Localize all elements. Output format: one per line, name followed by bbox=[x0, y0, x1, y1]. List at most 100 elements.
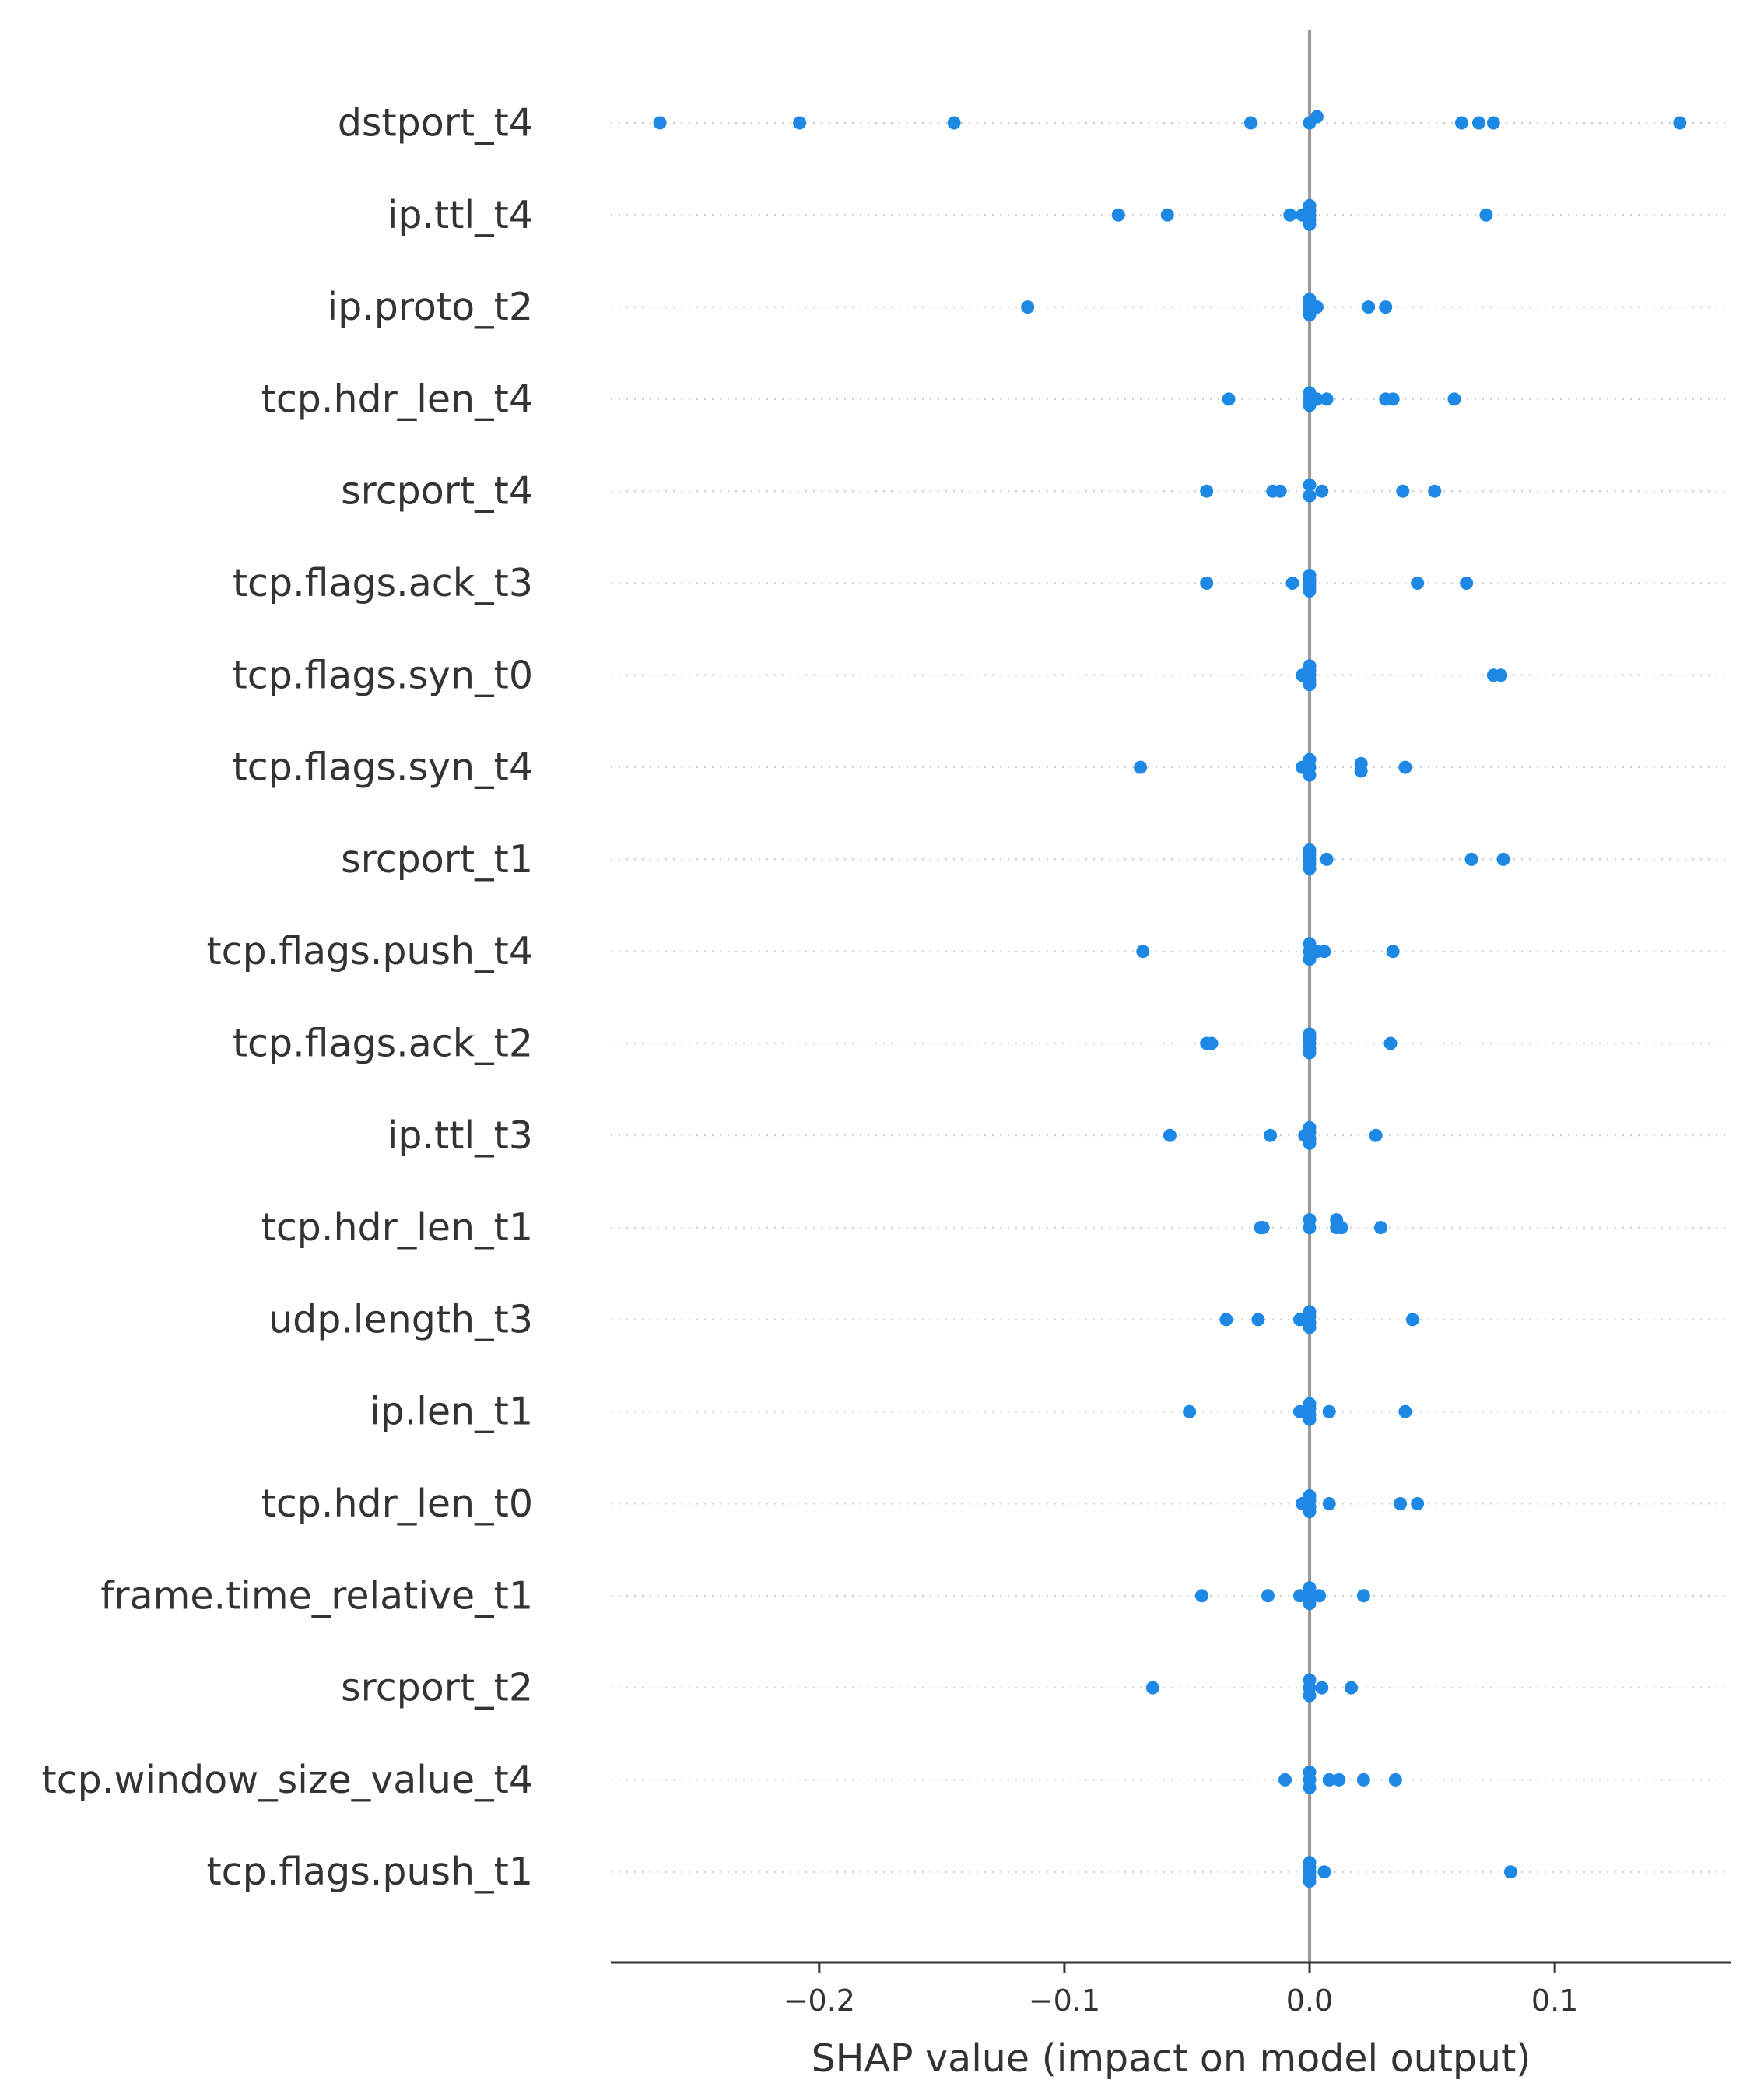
feature-label: srcport_t4 bbox=[341, 469, 533, 514]
data-point bbox=[1200, 484, 1214, 498]
feature-label: dstport_t4 bbox=[338, 101, 533, 146]
x-axis-label: SHAP value (impact on model output) bbox=[812, 2036, 1531, 2081]
feature-label: ip.proto_t2 bbox=[327, 285, 533, 329]
data-point bbox=[1317, 945, 1331, 959]
feature-label: tcp.hdr_len_t0 bbox=[261, 1482, 533, 1526]
data-point bbox=[1303, 1412, 1317, 1426]
feature-labels: dstport_t4 ip.ttl_t4 ip.proto_t2 tcp.hdr_le… bbox=[42, 101, 533, 1895]
data-point bbox=[1405, 1313, 1419, 1327]
data-point bbox=[947, 116, 961, 130]
feature-label: ip.len_t1 bbox=[370, 1390, 533, 1434]
data-point bbox=[1396, 484, 1410, 498]
data-point bbox=[1398, 1404, 1412, 1418]
data-point bbox=[1322, 1773, 1336, 1787]
data-point bbox=[1447, 392, 1461, 406]
data-point bbox=[1317, 1865, 1331, 1879]
data-point bbox=[1486, 116, 1500, 130]
data-point bbox=[1261, 1589, 1275, 1603]
feature-label: tcp.flags.ack_t2 bbox=[233, 1022, 533, 1066]
feature-label: srcport_t1 bbox=[341, 837, 533, 882]
data-point bbox=[1379, 300, 1393, 314]
data-point bbox=[1303, 1136, 1317, 1150]
data-point bbox=[1273, 484, 1287, 498]
data-point bbox=[1373, 1221, 1387, 1235]
feature-label: tcp.flags.ack_t3 bbox=[233, 561, 533, 605]
data-point bbox=[1243, 116, 1257, 130]
data-point bbox=[1256, 1221, 1270, 1235]
data-point bbox=[1460, 577, 1474, 590]
data-point bbox=[1313, 1589, 1327, 1603]
data-point bbox=[1285, 577, 1299, 590]
data-point bbox=[1386, 392, 1400, 406]
data-point bbox=[1369, 1128, 1383, 1142]
data-point bbox=[1292, 1589, 1306, 1603]
data-point bbox=[1345, 1681, 1359, 1695]
data-point bbox=[1163, 1128, 1177, 1142]
data-point bbox=[1111, 208, 1125, 222]
feature-label: srcport_t2 bbox=[341, 1666, 533, 1710]
data-point bbox=[653, 116, 667, 130]
data-point bbox=[1303, 861, 1317, 875]
feature-label: ip.ttl_t3 bbox=[388, 1113, 533, 1158]
feature-label: frame.time_relative_t1 bbox=[100, 1573, 533, 1618]
data-point bbox=[1388, 1773, 1402, 1787]
data-point bbox=[1136, 945, 1150, 959]
data-point bbox=[1303, 768, 1317, 782]
data-point bbox=[1310, 392, 1324, 406]
x-axis: −0.2 −0.1 0.0 0.1 bbox=[611, 1961, 1731, 2018]
feature-label: tcp.window_size_value_t4 bbox=[42, 1758, 533, 1802]
data-point bbox=[1303, 1221, 1317, 1235]
data-point bbox=[1394, 1497, 1408, 1510]
data-point bbox=[1315, 1681, 1329, 1695]
data-point bbox=[1283, 208, 1297, 222]
data-point bbox=[1134, 760, 1148, 774]
data-point bbox=[1320, 392, 1334, 406]
data-point bbox=[1303, 1320, 1317, 1334]
feature-label: tcp.hdr_len_t4 bbox=[261, 377, 533, 421]
data-point bbox=[1145, 1681, 1159, 1695]
feature-label: tcp.flags.push_t4 bbox=[206, 929, 533, 973]
data-point bbox=[1471, 116, 1485, 130]
data-point bbox=[1356, 1589, 1370, 1603]
data-point bbox=[1303, 478, 1317, 492]
data-point bbox=[1332, 1773, 1346, 1787]
data-point bbox=[1303, 1688, 1317, 1703]
data-point bbox=[1303, 678, 1317, 692]
data-point bbox=[1428, 484, 1442, 498]
data-point bbox=[1183, 1404, 1197, 1418]
data-point bbox=[1200, 577, 1214, 590]
data-point bbox=[1411, 577, 1425, 590]
x-tick-label: 0.1 bbox=[1531, 1983, 1578, 2018]
data-point bbox=[1383, 1036, 1398, 1050]
data-point bbox=[1303, 1780, 1317, 1794]
data-point bbox=[1303, 1597, 1317, 1611]
data-point bbox=[793, 116, 807, 130]
data-point bbox=[1021, 300, 1035, 314]
data-point bbox=[1264, 1128, 1278, 1142]
data-point bbox=[1222, 392, 1236, 406]
data-point bbox=[1673, 116, 1687, 130]
data-point bbox=[1310, 300, 1324, 314]
row-guides bbox=[611, 122, 1731, 1873]
data-point bbox=[1322, 1497, 1336, 1510]
data-point bbox=[1160, 208, 1174, 222]
data-point bbox=[1356, 1773, 1370, 1787]
data-points bbox=[653, 110, 1687, 1888]
data-point bbox=[1334, 1221, 1348, 1235]
feature-label: udp.length_t3 bbox=[268, 1297, 533, 1341]
data-point bbox=[1494, 668, 1508, 682]
data-point bbox=[1303, 217, 1317, 231]
feature-label: tcp.hdr_len_t1 bbox=[261, 1205, 533, 1250]
data-point bbox=[1386, 945, 1400, 959]
data-point bbox=[1205, 1036, 1219, 1050]
x-tick-label: −0.2 bbox=[784, 1983, 855, 2018]
data-point bbox=[1315, 484, 1329, 498]
feature-label: tcp.flags.syn_t0 bbox=[233, 653, 533, 697]
x-tick-label: −0.1 bbox=[1029, 1983, 1100, 2018]
data-point bbox=[1411, 1497, 1425, 1510]
data-point bbox=[1310, 110, 1324, 124]
data-point bbox=[1303, 1505, 1317, 1518]
data-point bbox=[1278, 1773, 1292, 1787]
data-point bbox=[1362, 300, 1376, 314]
